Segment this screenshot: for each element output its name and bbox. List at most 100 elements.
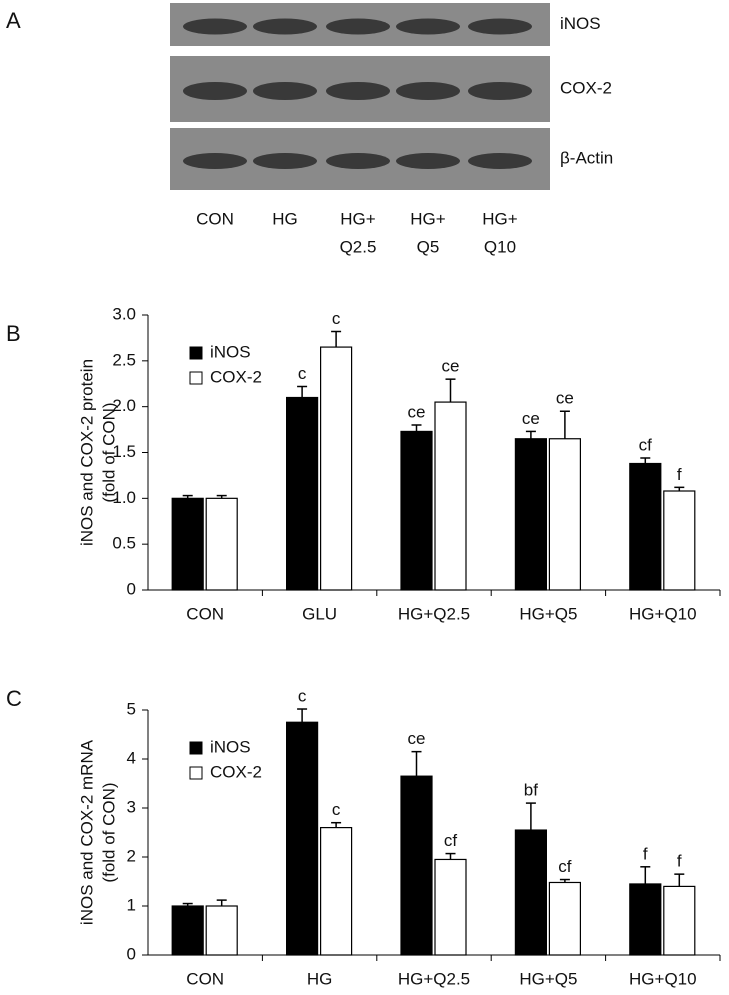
blot-band [468,18,532,35]
y-tick-label: 0 [127,579,136,598]
lane-label: Q5 [417,237,440,256]
annotation: f [677,852,682,871]
bar [514,829,548,956]
y-tick-label: 0.5 [112,534,136,553]
bar [286,721,319,956]
legend-swatch [189,346,203,360]
legend-swatch [189,741,203,755]
x-tick-label: HG+Q10 [629,604,697,623]
bar [434,401,467,591]
bar [514,438,548,591]
annotation: c [298,687,307,706]
legend-swatch [189,371,203,385]
bar [663,490,696,591]
annotation: f [677,465,682,484]
blot-band [396,153,460,169]
blot-band [183,153,247,169]
x-tick-label: HG+Q2.5 [398,604,470,623]
legend-label: iNOS [210,342,251,361]
annotation: ce [522,409,540,428]
annotation: bf [524,781,538,800]
blot-band [253,18,317,35]
annotation: ce [408,729,426,748]
x-tick-label: CON [186,604,224,623]
y-tick-label: 1.5 [112,442,136,461]
blot-band [253,153,317,169]
x-tick-label: HG+Q5 [519,604,577,623]
y-tick-label: 2.5 [112,350,136,369]
annotation: f [643,844,648,863]
bar [171,497,204,591]
y-tick-label: 1 [127,895,136,914]
bar [663,885,696,956]
blot-band [396,82,460,100]
bar [629,883,662,956]
lane-label: Q2.5 [340,237,377,256]
blot-band [326,82,390,100]
bar [548,881,582,956]
y-axis-label: (fold of CON) [99,782,118,882]
y-tick-label: 1.0 [112,488,136,507]
x-tick-label: GLU [302,604,337,623]
annotation: ce [408,402,426,421]
x-tick-label: HG+Q5 [519,969,577,988]
y-axis-label: iNOS and COX-2 protein [77,359,96,546]
blot-band [183,18,247,35]
blot-band [468,82,532,100]
legend-label: COX-2 [210,367,262,386]
y-tick-label: 3 [127,797,136,816]
annotation: ce [556,389,574,408]
bar [205,905,238,956]
y-tick-label: 5 [127,699,136,718]
annotation: cf [639,435,653,454]
blot-band [468,153,532,169]
legend-swatch [189,766,203,780]
blot-band [183,82,247,100]
annotation: cf [444,831,458,850]
blot-row-label: β-Actin [560,148,613,167]
panel-label: B [6,321,21,346]
lane-label: HG+ [340,209,376,228]
bar [400,775,433,956]
bar [171,905,204,956]
y-tick-label: 3.0 [112,304,136,323]
blot-row-label: iNOS [560,14,601,33]
blot-band [326,18,390,35]
annotation: cf [558,857,572,876]
blot-band [396,18,460,35]
bar [434,858,467,956]
legend-label: COX-2 [210,762,262,781]
blot-band [253,82,317,100]
y-tick-label: 0 [127,944,136,963]
bar [629,462,662,591]
lane-label: HG+ [482,209,518,228]
x-tick-label: HG+Q10 [629,969,697,988]
panel-label: A [6,8,21,33]
bar [320,346,353,591]
x-tick-label: CON [186,969,224,988]
annotation: c [332,800,341,819]
lane-label: Q10 [484,237,516,256]
y-axis-label: (fold of CON) [99,402,118,502]
lane-label: CON [196,209,234,228]
y-axis-label: iNOS and COX-2 mRNA [77,739,96,925]
y-tick-label: 2.0 [112,396,136,415]
panel-label: C [6,686,22,711]
y-tick-label: 2 [127,846,136,865]
legend-label: iNOS [210,737,251,756]
annotation: c [332,309,341,328]
annotation: ce [442,357,460,376]
bar [205,497,238,591]
bar [320,826,353,956]
x-tick-label: HG+Q2.5 [398,969,470,988]
lane-label: HG [272,209,298,228]
lane-label: HG+ [410,209,446,228]
blot-band [326,153,390,169]
bar [286,396,319,591]
bar [548,438,582,591]
bar [400,430,433,591]
annotation: c [298,364,307,383]
x-tick-label: HG [307,969,333,988]
blot-row-label: COX-2 [560,78,612,97]
